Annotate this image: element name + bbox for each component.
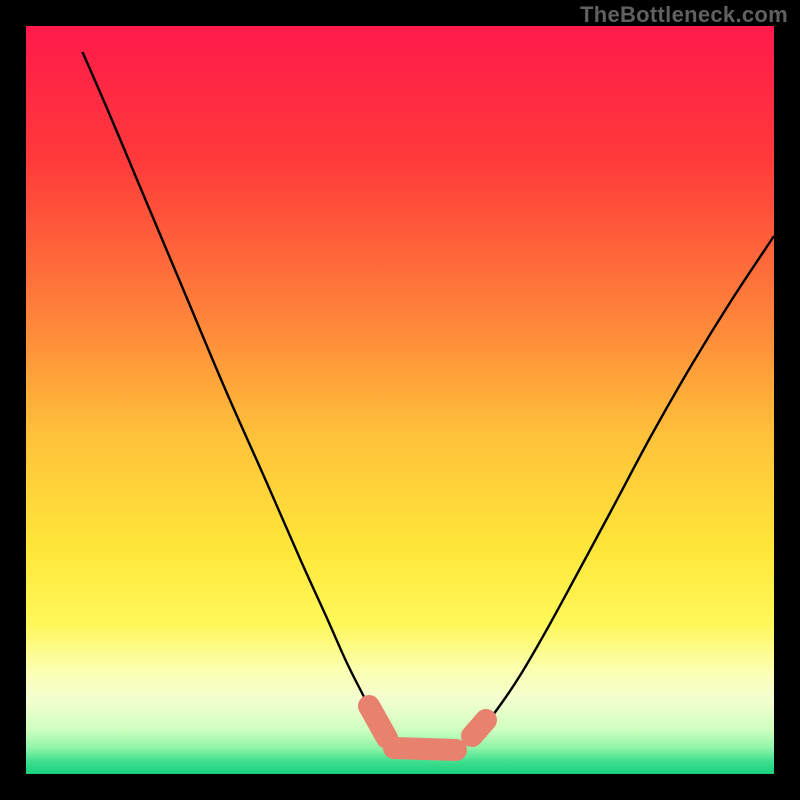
watermark-text: TheBottleneck.com (580, 2, 788, 28)
chart-root: TheBottleneck.com (0, 0, 800, 800)
optimal-range-marker (472, 720, 486, 736)
optimal-range-marker (369, 706, 387, 738)
optimal-range-marker (394, 748, 456, 750)
bottleneck-chart (0, 0, 800, 800)
